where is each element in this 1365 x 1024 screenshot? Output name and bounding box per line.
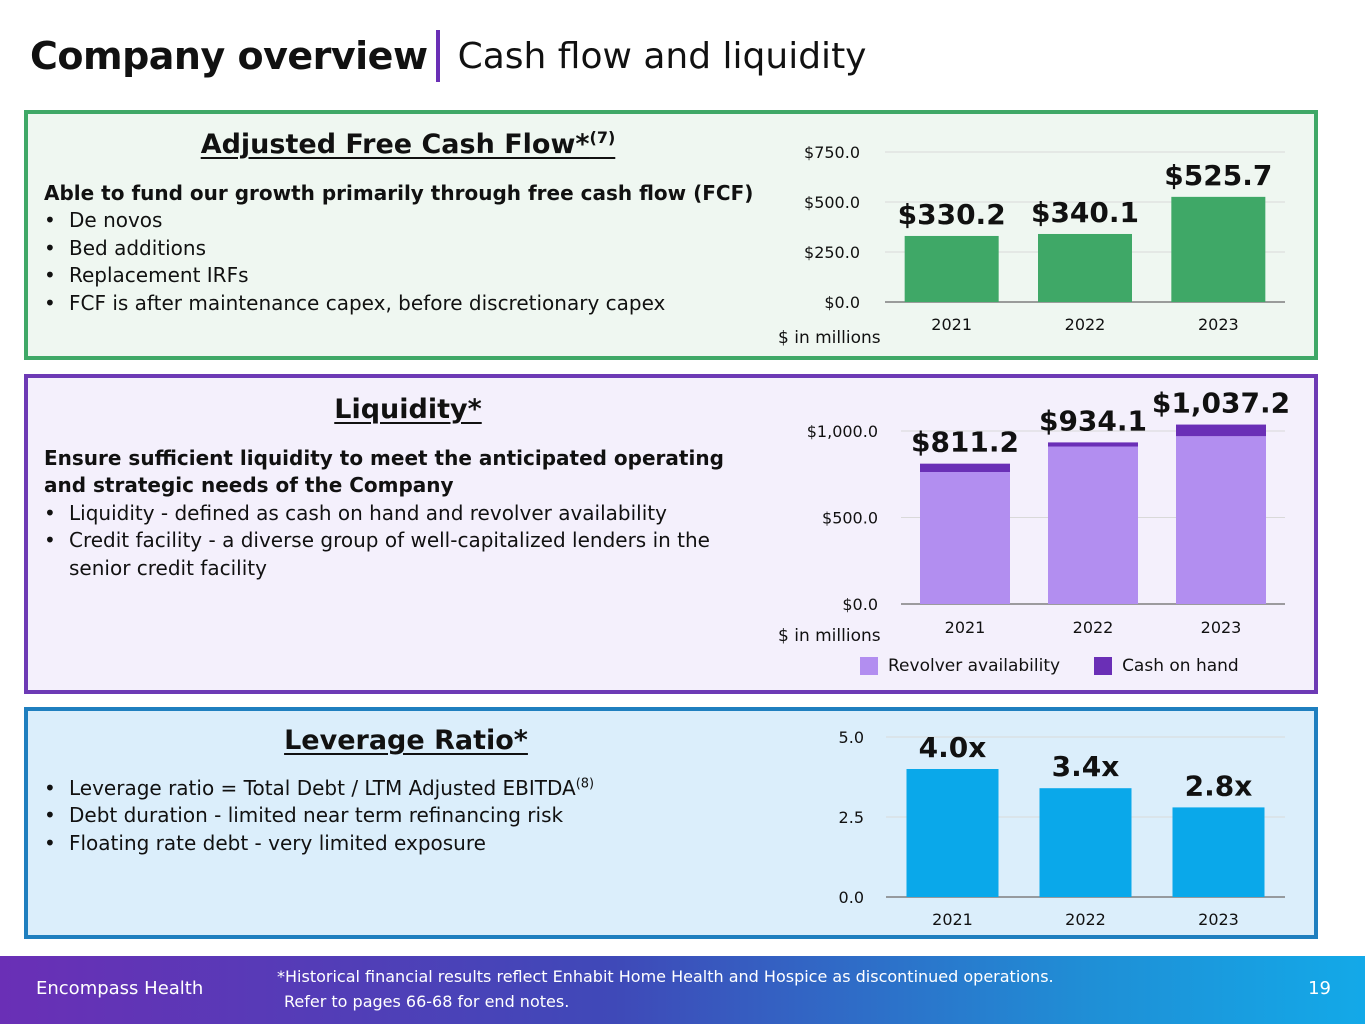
legend-item-cash: Cash on hand [1094,656,1239,676]
leverage-bullet: Floating rate debt - very limited exposu… [44,830,744,858]
liquidity-chart: $0.0 $500.0 $1,000.0 $811.2 2021 $934.1 2022 $1… [807,387,1290,637]
fcf-lead: Able to fund our growth primarily throug… [44,181,754,205]
fcf-chart: $0.0 $250.0 $500.0 $750.0 $330.2 2021 $340.1 20… [804,143,1285,334]
liquidity-legend: Revolver availability Cash on hand [860,656,1273,676]
legend-label-cash: Cash on hand [1122,656,1239,676]
bar-cash [920,463,1010,473]
liquidity-bullet: Credit facility - a diverse group of wel… [44,527,724,582]
leverage-panel: Leverage Ratio* Leverage ratio = Total D… [24,707,1318,939]
y-tick-label: 5.0 [839,728,864,747]
data-label: 3.4x [1052,750,1120,783]
data-label: $340.1 [1031,196,1139,229]
x-tick-label: 2022 [1065,910,1106,929]
fcf-bullets: De novos Bed additions Replacement IRFs … [44,207,764,317]
y-tick-label: $1,000.0 [807,422,878,441]
bar [904,235,999,302]
title-divider [435,30,440,82]
data-label: $934.1 [1039,404,1147,437]
x-tick-label: 2022 [1065,315,1106,334]
legend-label-revolver: Revolver availability [888,656,1061,676]
data-label: $330.2 [898,198,1006,231]
fcf-heading-sup: (7) [589,128,616,147]
y-tick-label: $500.0 [822,509,878,528]
footer-brand: Encompass Health [36,978,204,999]
bar-cash [1048,442,1138,447]
leverage-bullet: Debt duration - limited near term refina… [44,802,744,830]
bar [1171,196,1266,302]
bar-revolver [1176,436,1266,604]
x-tick-label: 2023 [1198,315,1239,334]
fcf-bullet: FCF is after maintenance capex, before d… [44,290,764,318]
x-tick-label: 2021 [932,910,973,929]
fcf-unit-label: $ in millions [778,328,881,348]
leverage-bullet-sup: (8) [575,776,595,792]
y-tick-label: $250.0 [804,243,860,262]
liquidity-heading: Liquidity* [28,394,788,425]
y-tick-label: $0.0 [824,293,860,312]
bar [1039,788,1132,897]
bar [1038,233,1132,302]
fcf-text: Able to fund our growth primarily throug… [44,180,764,317]
x-tick-label: 2022 [1073,618,1114,637]
fcf-heading: Adjusted Free Cash Flow*(7) [28,128,788,160]
y-tick-label: 2.5 [839,808,864,827]
liquidity-heading-text: Liquidity* [334,394,482,425]
liquidity-text: Ensure sufficient liquidity to meet the … [44,445,724,582]
leverage-chart: 0.0 2.5 5.0 4.0x 2021 3.4x 2022 2.8x 2023 [839,728,1285,929]
fcf-bullet: Replacement IRFs [44,262,764,290]
footer-note: *Historical financial results reflect En… [277,964,1054,1014]
y-tick-label: 0.0 [839,888,864,907]
page-number: 19 [1308,978,1331,999]
bar-cash [1176,424,1266,437]
fcf-bullet: De novos [44,207,764,235]
legend-item-revolver: Revolver availability [860,656,1060,676]
data-label: 4.0x [919,731,987,764]
footer: Encompass Health *Historical financial r… [0,956,1365,1024]
liquidity-lead: Ensure sufficient liquidity to meet the … [44,446,724,498]
data-label: $811.2 [911,426,1019,459]
x-tick-label: 2021 [945,618,986,637]
leverage-heading: Leverage Ratio* [28,725,784,756]
y-tick-label: $750.0 [804,143,860,162]
leverage-heading-text: Leverage Ratio* [284,725,528,756]
bar-revolver [1048,446,1138,604]
x-tick-label: 2021 [931,315,972,334]
leverage-bullets: Leverage ratio = Total Debt / LTM Adjust… [44,775,744,858]
footer-note-line2: Refer to pages 66-68 for end notes. [284,992,570,1011]
page-subtitle: Cash flow and liquidity [457,35,867,77]
fcf-bullet: Bed additions [44,235,764,263]
liquidity-unit-label: $ in millions [778,626,881,646]
page-title-row: Company overview Cash flow and liquidity [30,28,866,84]
x-tick-label: 2023 [1201,618,1242,637]
x-tick-label: 2023 [1198,910,1239,929]
legend-swatch-cash [1094,657,1113,675]
y-tick-label: $500.0 [804,193,860,212]
footer-note-line1: *Historical financial results reflect En… [277,967,1054,986]
leverage-bullet-text: Leverage ratio = Total Debt / LTM Adjust… [69,776,576,800]
liquidity-bullets: Liquidity - defined as cash on hand and … [44,500,724,582]
leverage-text: Leverage ratio = Total Debt / LTM Adjust… [44,775,744,858]
liquidity-bullet: Liquidity - defined as cash on hand and … [44,500,724,528]
data-label: $525.7 [1164,159,1272,192]
legend-swatch-revolver [860,657,878,675]
page-title: Company overview [30,34,428,78]
data-label: $1,037.2 [1152,387,1290,420]
leverage-bullet: Leverage ratio = Total Debt / LTM Adjust… [44,775,744,803]
bar [906,769,999,897]
y-tick-label: $0.0 [842,595,878,614]
bar [1172,807,1265,897]
fcf-heading-text: Adjusted Free Cash Flow* [200,129,590,160]
bar-revolver [920,472,1010,604]
data-label: 2.8x [1185,769,1253,802]
